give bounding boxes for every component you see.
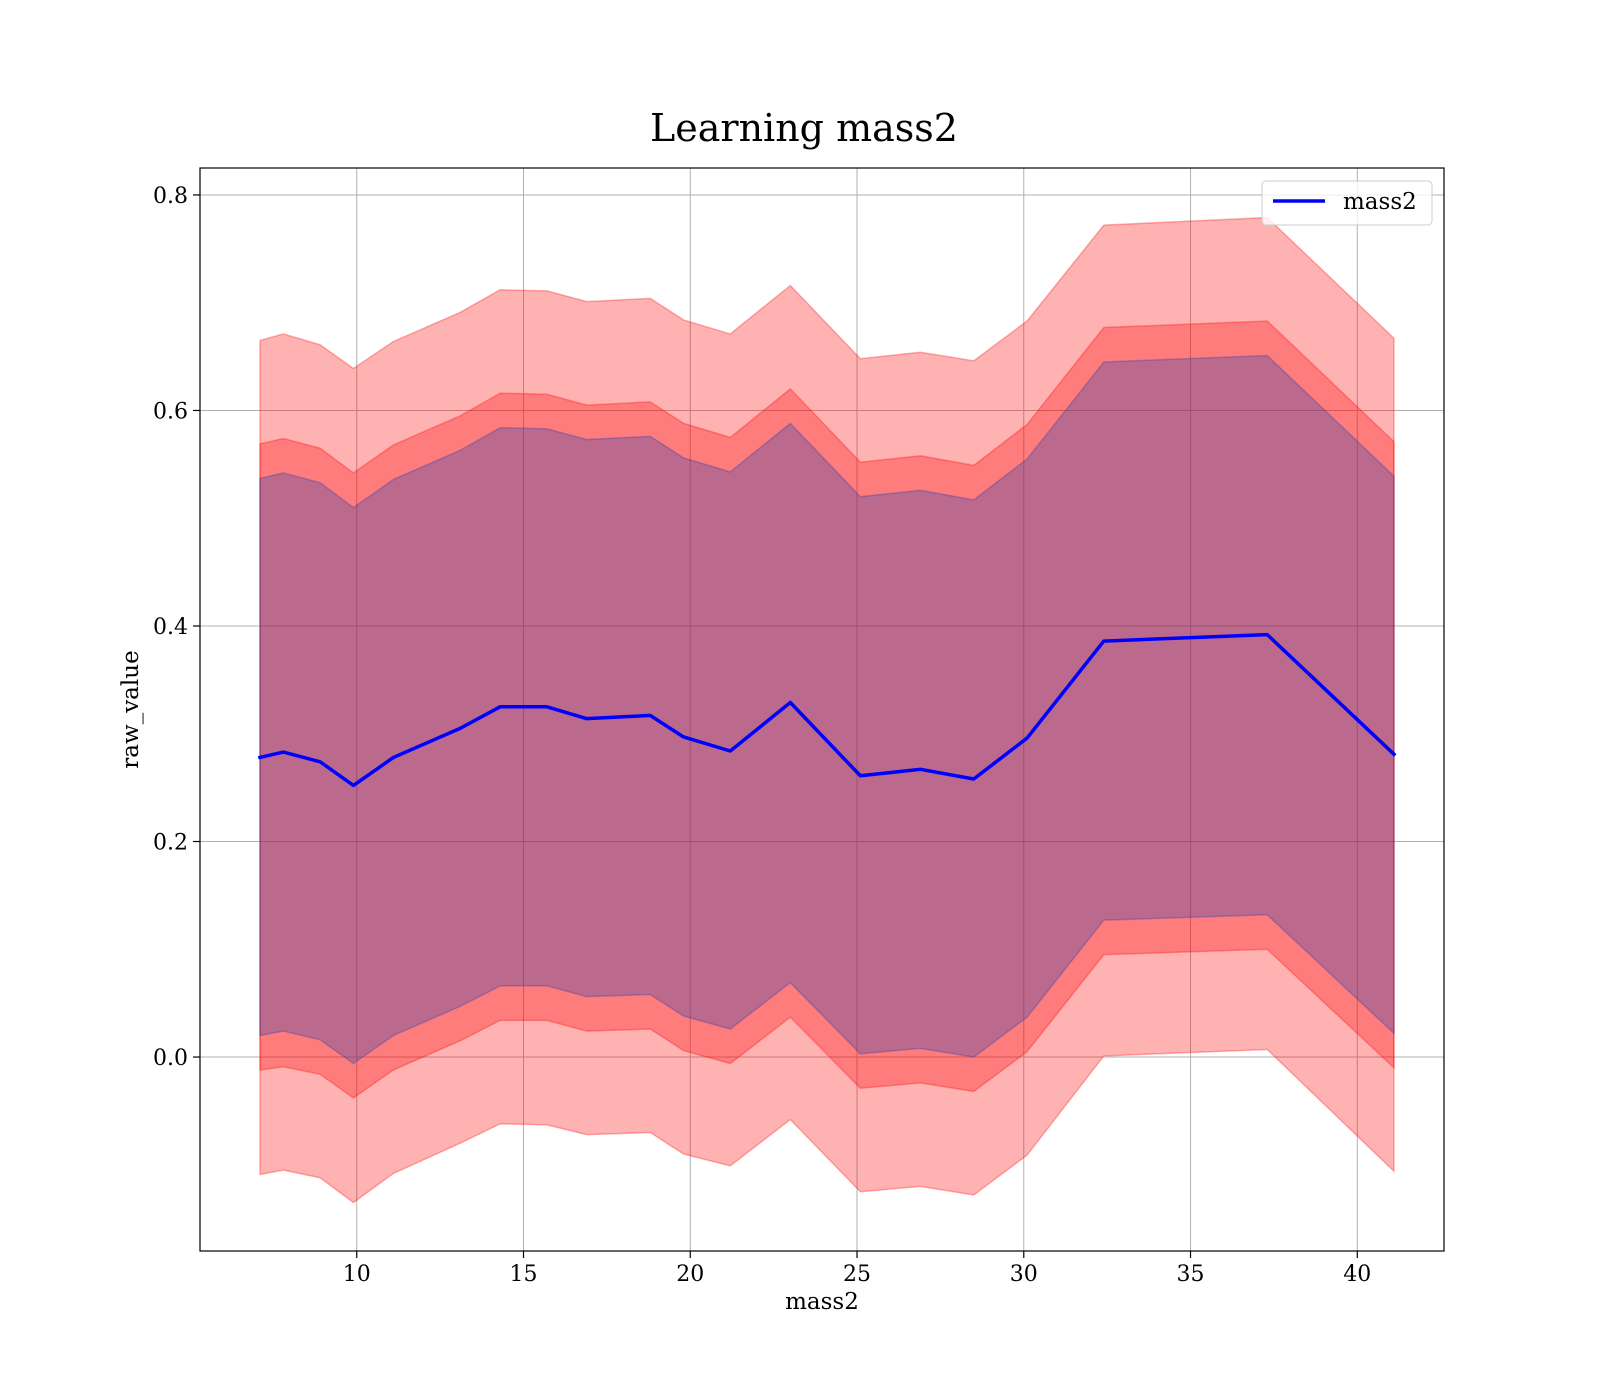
x-tick-label: 25 [843, 1262, 871, 1287]
x-axis-label: mass2 [785, 1289, 859, 1315]
legend: mass2 [1261, 180, 1433, 226]
x-tick-label: 10 [343, 1262, 371, 1287]
series-line-mass2 [257, 632, 1397, 788]
confidence-band-0 [259, 216, 1395, 1204]
x-tick-label: 15 [510, 1262, 538, 1287]
confidence-bands [259, 216, 1395, 1204]
x-tick-label: 20 [676, 1262, 704, 1287]
y-tick-label: 0.8 [153, 184, 188, 209]
y-tick-label: 0.4 [153, 615, 188, 640]
y-tick-label: 0.0 [153, 1046, 188, 1071]
legend-label-mass2: mass2 [1343, 189, 1417, 215]
chart-title: Learning mass2 [650, 106, 958, 150]
confidence-band-2 [259, 354, 1395, 1065]
legend-box [1261, 180, 1433, 226]
grid [200, 168, 1444, 1251]
y-tick-label: 0.2 [153, 831, 188, 856]
plot-frame [199, 167, 1445, 1252]
y-tick-label: 0.6 [153, 399, 188, 424]
x-tick-label: 35 [1177, 1262, 1205, 1287]
x-tick-label: 30 [1010, 1262, 1038, 1287]
x-tick-label: 40 [1343, 1262, 1371, 1287]
series-lines [257, 632, 1397, 788]
y-axis-label: raw_value [118, 650, 144, 768]
axis-ticks: 10 15 20 25 30 35 40 0.0 0.2 0.4 0.6 0.8 [153, 184, 1371, 1287]
confidence-band-1 [259, 320, 1395, 1099]
